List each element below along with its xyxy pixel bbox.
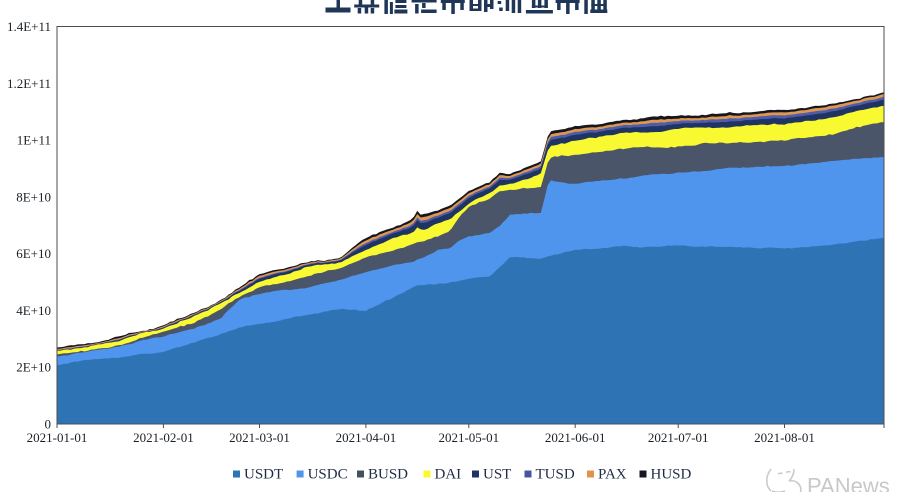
svg-text:2021-08-01: 2021-08-01 (754, 430, 815, 445)
svg-text:8E+10: 8E+10 (16, 189, 51, 204)
svg-text:TUSD: TUSD (536, 467, 575, 483)
svg-text:2021-05-01: 2021-05-01 (438, 430, 499, 445)
svg-text:DAI: DAI (435, 467, 462, 483)
svg-text:2E+10: 2E+10 (16, 360, 51, 375)
svg-text:4E+10: 4E+10 (16, 303, 51, 318)
svg-text:2021-02-01: 2021-02-01 (133, 430, 194, 445)
svg-text:6E+10: 6E+10 (16, 246, 51, 261)
svg-text:2021-01-01: 2021-01-01 (27, 430, 88, 445)
svg-text:2021-04-01: 2021-04-01 (336, 430, 397, 445)
svg-text:1E+11: 1E+11 (17, 133, 51, 148)
svg-text:PAX: PAX (598, 467, 627, 483)
svg-text:BUSD: BUSD (368, 467, 408, 483)
svg-text:USDT: USDT (244, 467, 283, 483)
svg-text:USDC: USDC (308, 467, 348, 483)
svg-text:PANews: PANews (807, 474, 890, 492)
svg-text:0: 0 (45, 417, 52, 432)
svg-text:2021-06-01: 2021-06-01 (545, 430, 606, 445)
svg-text:1.4E+11: 1.4E+11 (7, 19, 51, 34)
svg-text:2021-07-01: 2021-07-01 (648, 430, 709, 445)
svg-text:1.2E+11: 1.2E+11 (7, 76, 51, 91)
svg-text:2021-03-01: 2021-03-01 (229, 430, 290, 445)
svg-text:UST: UST (483, 467, 511, 483)
svg-text:HUSD: HUSD (651, 467, 692, 483)
